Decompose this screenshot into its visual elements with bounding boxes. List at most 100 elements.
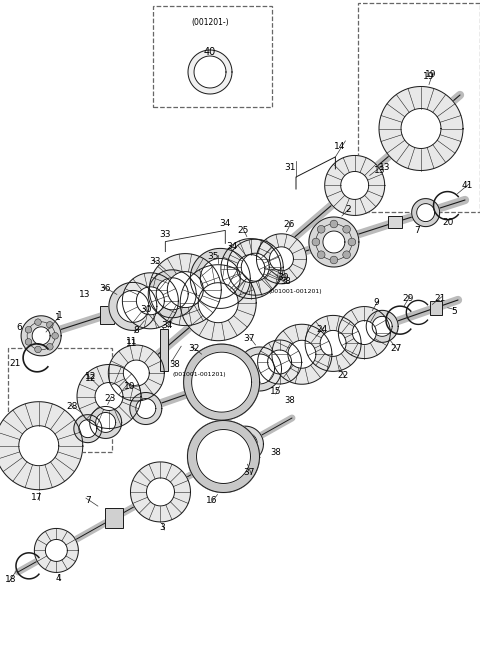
Circle shape [47, 322, 53, 328]
Polygon shape [79, 420, 97, 437]
Polygon shape [323, 231, 345, 253]
Text: (001201-): (001201-) [191, 18, 229, 27]
Text: 20: 20 [442, 218, 453, 227]
Polygon shape [35, 529, 78, 572]
Circle shape [312, 238, 320, 246]
Text: 34: 34 [219, 219, 231, 228]
Polygon shape [305, 315, 361, 372]
Polygon shape [95, 383, 123, 411]
Circle shape [343, 225, 350, 233]
Text: 9: 9 [373, 298, 379, 307]
Polygon shape [146, 478, 175, 506]
Text: 3: 3 [160, 523, 165, 533]
Polygon shape [341, 171, 369, 199]
Polygon shape [130, 393, 162, 424]
Polygon shape [90, 406, 121, 439]
Polygon shape [136, 398, 156, 419]
Text: 12: 12 [85, 374, 96, 383]
Polygon shape [258, 340, 301, 384]
Text: 33: 33 [159, 230, 171, 239]
Text: 19: 19 [423, 72, 435, 81]
Text: (001001-001201): (001001-001201) [268, 288, 322, 294]
Circle shape [35, 319, 41, 326]
Polygon shape [233, 432, 257, 456]
Text: 13: 13 [79, 290, 90, 299]
Text: 38: 38 [285, 396, 295, 405]
Text: 38: 38 [271, 449, 281, 458]
Circle shape [52, 333, 59, 339]
Polygon shape [188, 421, 260, 493]
Polygon shape [192, 352, 252, 412]
Polygon shape [122, 273, 179, 329]
Polygon shape [288, 340, 316, 368]
Text: 2: 2 [345, 206, 351, 214]
Polygon shape [21, 316, 61, 356]
Text: 23: 23 [104, 394, 115, 403]
Text: 38: 38 [169, 360, 180, 368]
Bar [100, 306, 114, 324]
Polygon shape [372, 316, 392, 337]
Polygon shape [136, 287, 164, 315]
Polygon shape [241, 253, 269, 281]
Bar [430, 301, 442, 314]
Text: 13: 13 [379, 163, 390, 172]
Text: 13: 13 [374, 166, 385, 175]
Text: 4: 4 [56, 574, 61, 583]
Text: 25: 25 [237, 226, 249, 235]
Polygon shape [401, 109, 441, 148]
Text: 1: 1 [57, 311, 63, 320]
Bar [105, 508, 123, 528]
Polygon shape [238, 347, 282, 391]
Polygon shape [0, 402, 83, 490]
Text: 26: 26 [284, 220, 295, 229]
Polygon shape [196, 430, 251, 484]
Text: 11: 11 [126, 339, 137, 348]
Polygon shape [244, 354, 275, 384]
Polygon shape [228, 426, 264, 462]
Circle shape [317, 225, 325, 233]
Text: 16: 16 [206, 496, 217, 505]
Polygon shape [96, 413, 116, 432]
Polygon shape [190, 249, 250, 309]
Text: 41: 41 [462, 181, 473, 190]
Polygon shape [109, 283, 157, 331]
Text: 31: 31 [284, 163, 296, 171]
Polygon shape [19, 426, 59, 465]
Polygon shape [188, 50, 232, 94]
Text: 17: 17 [31, 493, 43, 502]
Polygon shape [205, 439, 241, 475]
Polygon shape [379, 87, 463, 171]
Polygon shape [168, 271, 204, 308]
Polygon shape [352, 320, 376, 344]
Polygon shape [108, 345, 164, 401]
Bar [159, 329, 168, 370]
Circle shape [25, 339, 32, 345]
Polygon shape [269, 247, 293, 271]
Text: 10: 10 [124, 382, 135, 391]
Text: 5: 5 [451, 307, 456, 316]
Polygon shape [46, 540, 67, 561]
Text: 14: 14 [334, 143, 345, 152]
Polygon shape [117, 290, 149, 322]
Polygon shape [74, 415, 102, 443]
Polygon shape [237, 255, 265, 283]
Polygon shape [123, 360, 149, 386]
Polygon shape [320, 331, 346, 356]
Text: 22: 22 [337, 371, 349, 380]
Polygon shape [77, 365, 141, 428]
Polygon shape [417, 204, 435, 221]
Text: 21: 21 [434, 294, 446, 303]
Text: 32: 32 [188, 344, 199, 353]
Text: 35: 35 [207, 252, 219, 261]
Circle shape [330, 220, 338, 228]
Polygon shape [198, 283, 238, 323]
Text: 37: 37 [244, 335, 255, 344]
Text: 15: 15 [270, 387, 281, 396]
Text: 29: 29 [402, 294, 414, 303]
Text: 18: 18 [5, 575, 17, 585]
Circle shape [25, 326, 32, 333]
Text: 7: 7 [414, 226, 420, 235]
Polygon shape [180, 265, 256, 340]
Bar [388, 216, 402, 229]
Polygon shape [272, 324, 332, 384]
